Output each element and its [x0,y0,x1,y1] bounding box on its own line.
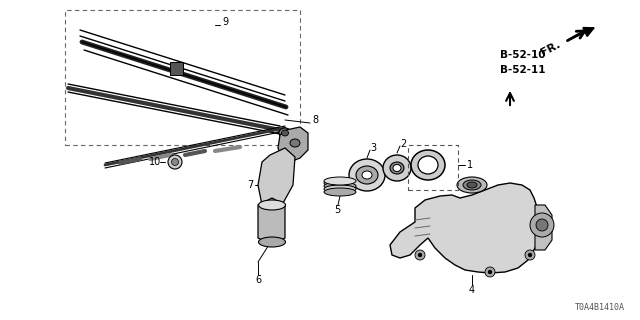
Polygon shape [258,198,285,245]
Ellipse shape [457,177,487,193]
Text: 5: 5 [334,205,340,215]
Polygon shape [258,148,295,210]
Ellipse shape [290,139,300,147]
Ellipse shape [324,182,356,190]
Text: 8: 8 [312,115,318,125]
Polygon shape [170,62,183,75]
Ellipse shape [383,155,411,181]
Text: B-52-11: B-52-11 [500,65,545,75]
Ellipse shape [467,182,477,188]
Ellipse shape [324,188,356,196]
Ellipse shape [259,237,285,247]
Ellipse shape [362,171,372,179]
Ellipse shape [282,130,289,136]
Ellipse shape [393,164,401,172]
Ellipse shape [259,200,285,210]
Text: FR.: FR. [540,40,563,58]
Text: 4: 4 [469,285,475,295]
Circle shape [172,158,179,165]
Bar [65,10,300,145]
Circle shape [536,219,548,231]
Ellipse shape [324,179,356,187]
Ellipse shape [279,128,291,138]
Circle shape [168,155,182,169]
Bar [408,145,458,190]
Ellipse shape [418,156,438,174]
Circle shape [418,253,422,257]
Text: 2: 2 [400,139,406,149]
Polygon shape [278,127,308,162]
Circle shape [530,213,554,237]
Text: 9: 9 [222,17,228,27]
Circle shape [485,267,495,277]
Polygon shape [390,183,542,273]
Ellipse shape [324,177,356,185]
Circle shape [488,270,492,274]
Ellipse shape [356,166,378,184]
Circle shape [528,253,532,257]
Text: B-52-10: B-52-10 [500,50,545,60]
Polygon shape [535,205,552,250]
Ellipse shape [349,159,385,191]
Text: T0A4B1410A: T0A4B1410A [575,303,625,312]
Text: 7: 7 [247,180,253,190]
Ellipse shape [463,180,481,190]
Text: 3: 3 [370,143,376,153]
Text: 6: 6 [255,275,261,285]
Text: 1: 1 [467,160,473,170]
Circle shape [415,250,425,260]
Text: 10: 10 [149,157,161,167]
Ellipse shape [411,150,445,180]
Ellipse shape [390,162,404,174]
Circle shape [525,250,535,260]
Ellipse shape [324,185,356,193]
